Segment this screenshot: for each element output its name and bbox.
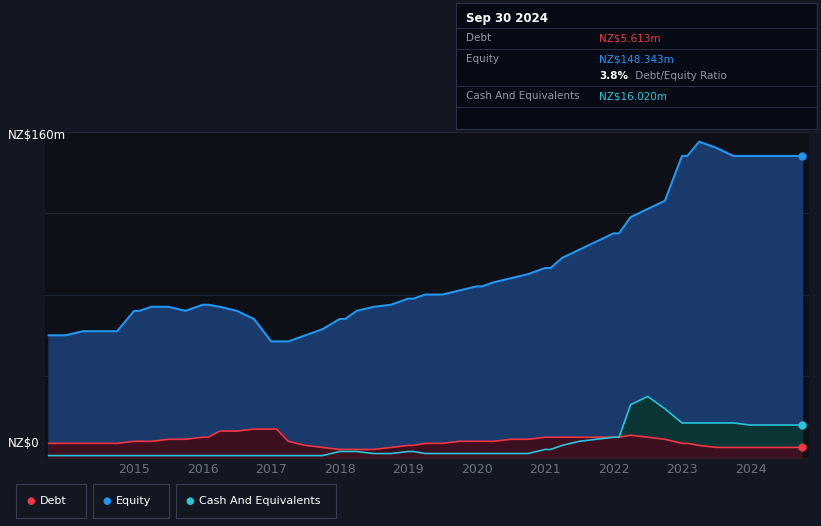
Text: Equity: Equity (116, 496, 151, 506)
Text: Debt/Equity Ratio: Debt/Equity Ratio (632, 71, 727, 82)
Text: NZ$0: NZ$0 (8, 437, 40, 450)
Text: Cash And Equivalents: Cash And Equivalents (466, 91, 579, 102)
Text: ●: ● (186, 496, 194, 506)
Text: NZ$148.343m: NZ$148.343m (599, 54, 674, 65)
Text: NZ$16.020m: NZ$16.020m (599, 91, 667, 102)
Text: 3.8%: 3.8% (599, 71, 628, 82)
Text: Debt: Debt (39, 496, 67, 506)
Text: Cash And Equivalents: Cash And Equivalents (199, 496, 320, 506)
Text: ●: ● (103, 496, 111, 506)
Text: ●: ● (26, 496, 34, 506)
Text: Debt: Debt (466, 33, 491, 44)
Text: NZ$160m: NZ$160m (8, 129, 67, 142)
Text: Equity: Equity (466, 54, 498, 65)
Text: NZ$5.613m: NZ$5.613m (599, 33, 661, 44)
Text: Sep 30 2024: Sep 30 2024 (466, 12, 548, 25)
